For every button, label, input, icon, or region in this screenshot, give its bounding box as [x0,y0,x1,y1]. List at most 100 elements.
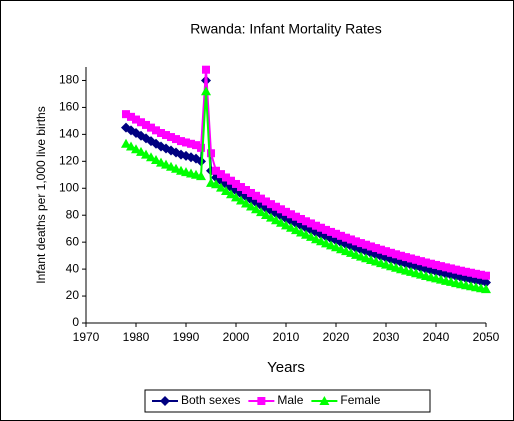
marker [312,221,320,230]
legend-marker [319,396,330,405]
y-tick-label: 140 [59,127,79,141]
marker [382,247,390,256]
marker [452,265,460,274]
marker [126,141,136,151]
marker [276,217,286,227]
marker [432,260,440,269]
marker [197,143,205,152]
marker [152,126,160,135]
legend-box [144,389,431,413]
marker [262,197,270,206]
marker [172,135,180,144]
marker [277,205,285,214]
marker [352,237,360,246]
y-tick-label: 40 [66,261,80,275]
marker [251,204,261,214]
marker [317,223,325,232]
marker [462,267,470,276]
marker [226,189,236,199]
marker [397,251,405,260]
marker [457,266,465,275]
marker [417,257,425,266]
marker [242,186,250,195]
marker [261,209,271,219]
marker [136,146,146,156]
marker [302,217,310,226]
marker [467,268,475,277]
x-tick-label: 1990 [173,330,200,344]
y-tick-label: 80 [66,207,80,221]
legend-label: Both sexes [181,393,240,407]
marker [481,284,491,294]
x-tick-label: 2020 [323,330,350,344]
marker [292,212,300,221]
marker [257,194,265,203]
x-tick-label: 2000 [223,330,250,344]
x-axis-label: Years [267,359,305,376]
marker [157,129,165,138]
marker [241,198,251,208]
marker [196,171,206,181]
marker [427,259,435,268]
marker [296,227,306,237]
marker [472,269,480,278]
marker [447,264,455,273]
x-tick-label: 2030 [373,330,400,344]
marker [201,86,211,96]
marker [146,152,156,162]
marker [291,225,301,235]
x-tick-label: 1970 [73,330,100,344]
marker [232,179,240,188]
marker [151,154,161,164]
marker [367,242,375,251]
marker [342,233,350,242]
y-tick-label: 160 [59,100,79,114]
marker [322,225,330,234]
marker [287,210,295,219]
chart-title: Rwanda: Infant Mortality Rates [190,21,381,37]
legend-label: Female [340,393,380,407]
marker [392,250,400,259]
x-tick-label: 2050 [473,330,500,344]
marker [377,245,385,254]
y-tick-label: 120 [59,153,79,167]
marker [127,112,135,121]
marker [402,253,410,262]
x-tick-label: 2010 [273,330,300,344]
y-tick-label: 0 [72,315,79,329]
marker [137,118,145,127]
marker [252,191,260,200]
marker [387,248,395,257]
legend-marker [160,396,170,406]
marker [306,231,316,241]
marker [412,255,420,264]
legend: Both sexes Male Female [144,389,431,413]
marker [217,170,225,179]
marker [267,200,275,209]
marker [177,137,185,146]
marker [121,138,131,148]
marker [212,166,220,175]
marker [481,277,491,288]
legend-marker [257,397,266,405]
marker [207,149,215,158]
marker [272,202,280,211]
marker [182,138,190,147]
marker [286,222,296,232]
marker [147,123,155,132]
y-axis-label: Infant deaths per 1,000 live births [34,106,48,283]
marker [187,139,195,148]
marker [327,227,335,236]
marker [132,115,140,124]
marker [482,271,490,280]
marker [236,195,246,205]
marker [477,270,485,279]
marker [162,131,170,140]
x-tick-label: 1980 [123,330,150,344]
y-tick-label: 20 [66,288,80,302]
marker [142,120,150,129]
marker [407,254,415,263]
marker [281,220,291,230]
marker [422,258,430,267]
